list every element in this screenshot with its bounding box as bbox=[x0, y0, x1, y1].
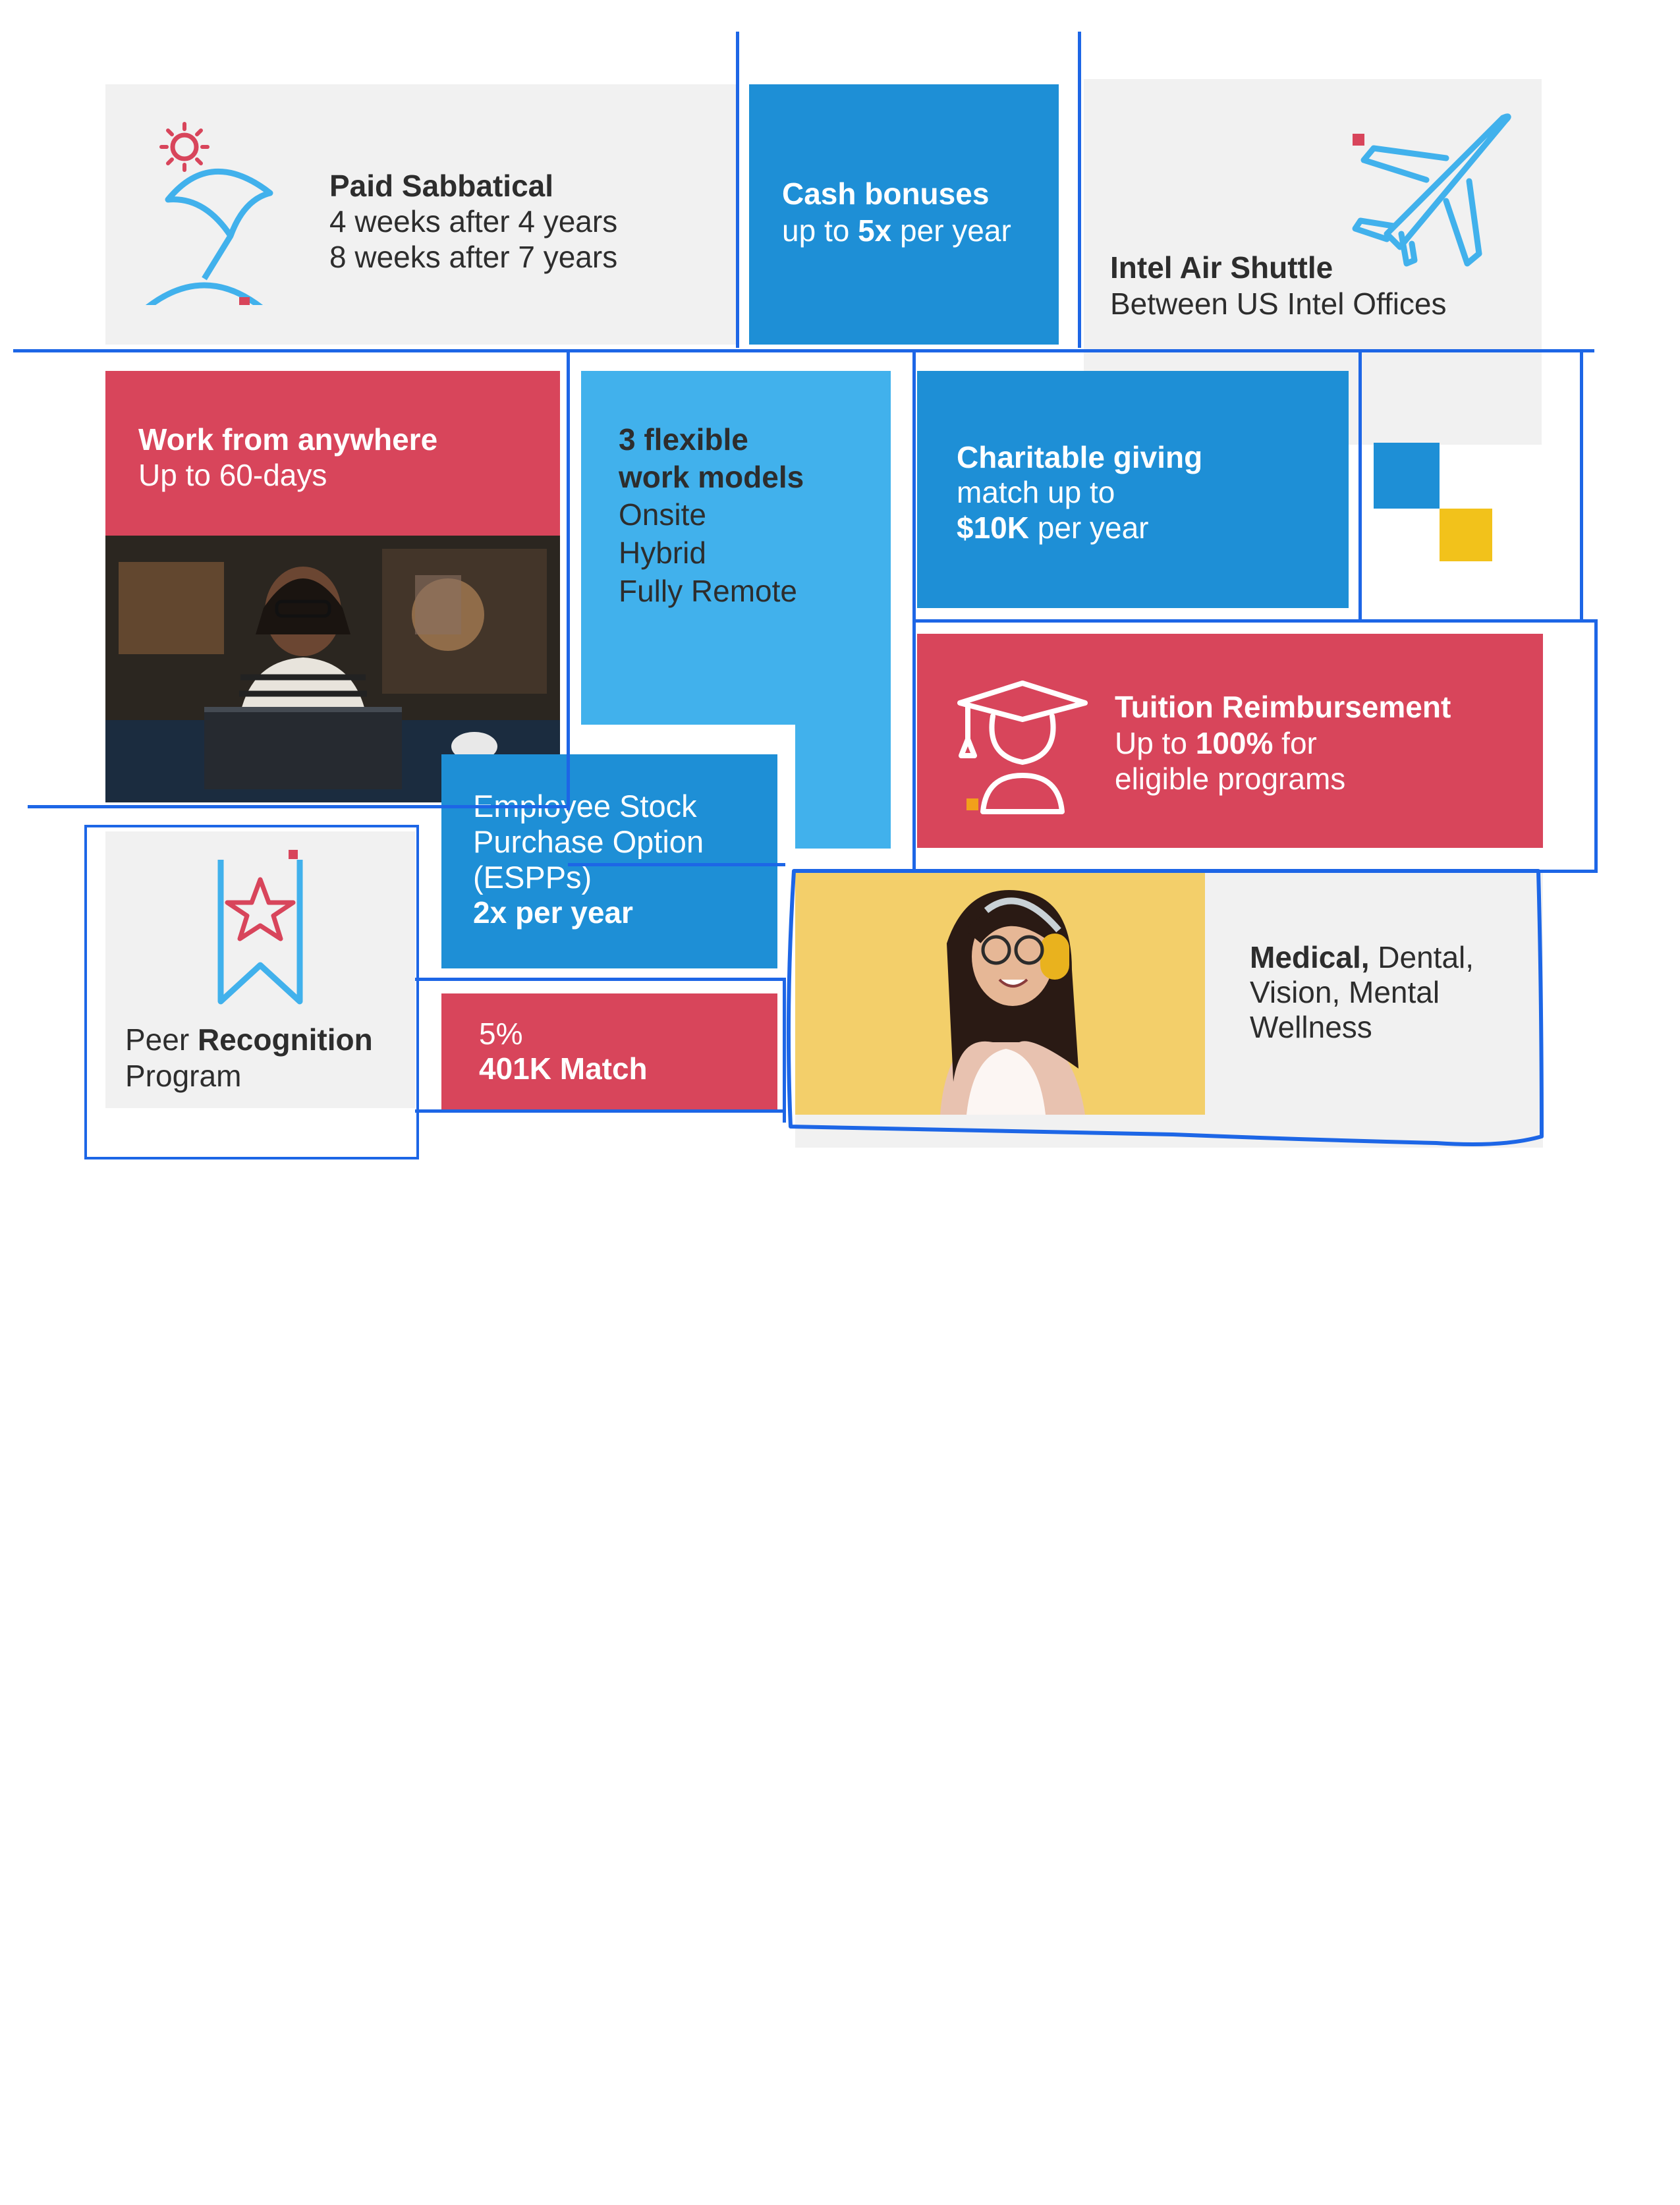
annotation-line bbox=[568, 863, 785, 866]
charitable-line-1: match up to bbox=[957, 475, 1115, 509]
peer-tile: Peer Recognition Program bbox=[105, 831, 415, 1108]
work-model-item: Fully Remote bbox=[619, 574, 797, 608]
graduate-icon bbox=[953, 677, 1092, 815]
charitable-tile: Charitable giving match up to $10K per y… bbox=[917, 371, 1349, 608]
work-models-title-2: work models bbox=[619, 460, 804, 494]
annotation-line bbox=[783, 978, 786, 1123]
cash-bonus-tile: Cash bonuses up to 5x per year bbox=[749, 84, 1059, 345]
work-model-item: Onsite bbox=[619, 497, 706, 532]
peer-bold: Recognition bbox=[197, 1022, 373, 1057]
cash-bonus-suffix: per year bbox=[891, 213, 1011, 248]
cash-bonus-prefix: up to bbox=[782, 213, 858, 248]
annotation-line bbox=[1358, 349, 1362, 619]
air-shuttle-subtitle: Between US Intel Offices bbox=[1110, 287, 1447, 321]
sabbatical-tile: Paid Sabbatical 4 weeks after 4 years 8 … bbox=[105, 84, 738, 345]
peer-line-1: Peer Recognition bbox=[125, 1022, 373, 1057]
annotation-outline bbox=[777, 863, 1548, 1153]
annotation-line bbox=[912, 349, 916, 870]
medical-line-1: Medical, Dental, bbox=[1250, 940, 1474, 975]
annotation-line bbox=[912, 619, 1598, 623]
work-anywhere-tile: Work from anywhere Up to 60-days bbox=[105, 371, 560, 536]
sabbatical-title: Paid Sabbatical bbox=[329, 169, 554, 203]
tuition-suffix: for bbox=[1273, 726, 1317, 760]
annotation-line bbox=[567, 349, 570, 810]
medical-line-2: Vision, Mental bbox=[1250, 975, 1440, 1009]
cash-bonus-title: Cash bonuses bbox=[782, 177, 990, 211]
annotation-box bbox=[84, 825, 419, 1159]
peer-line-2: Program bbox=[125, 1059, 242, 1093]
work-anywhere-title: Work from anywhere bbox=[138, 422, 438, 457]
tuition-bold: 100% bbox=[1195, 726, 1274, 760]
work-models-title-1: 3 flexible bbox=[619, 422, 748, 457]
cash-bonus-bold: 5x bbox=[858, 213, 892, 248]
work-anywhere-subtitle: Up to 60-days bbox=[138, 458, 327, 492]
tuition-line-1: Up to 100% for bbox=[1115, 726, 1317, 761]
medical-line-3: Wellness bbox=[1250, 1010, 1372, 1044]
tuition-tile: Tuition Reimbursement Up to 100% for eli… bbox=[917, 634, 1543, 848]
cash-bonus-detail: up to 5x per year bbox=[782, 213, 1011, 248]
blue-square-decoration bbox=[1374, 443, 1440, 509]
annotation-line bbox=[1594, 619, 1598, 873]
sabbatical-line-1: 4 weeks after 4 years bbox=[329, 204, 618, 238]
match401k-tile: 5% 401K Match bbox=[441, 993, 777, 1112]
charitable-suffix: per year bbox=[1028, 511, 1149, 545]
woman-with-headphones-photo bbox=[795, 871, 1205, 1115]
espp-tile: Employee Stock Purchase Option (ESPPs) 2… bbox=[441, 754, 777, 968]
tuition-prefix: Up to bbox=[1115, 726, 1196, 760]
airplane-icon bbox=[1347, 109, 1519, 267]
peer-prefix: Peer bbox=[125, 1022, 198, 1057]
match401k-percent: 5% bbox=[479, 1017, 523, 1051]
ribbon-star-icon bbox=[211, 850, 310, 1008]
espp-bold: 2x per year bbox=[473, 895, 633, 930]
work-model-item: Hybrid bbox=[619, 536, 706, 570]
medical-bold: Medical, bbox=[1250, 940, 1370, 974]
charitable-bold: $10K bbox=[957, 511, 1029, 545]
annotation-line bbox=[1580, 349, 1583, 619]
tuition-title: Tuition Reimbursement bbox=[1115, 690, 1451, 724]
annotation-line bbox=[415, 978, 784, 981]
yellow-square-decoration bbox=[1440, 509, 1492, 561]
annotation-line bbox=[13, 349, 1594, 352]
espp-line-2: Purchase Option bbox=[473, 824, 704, 859]
charitable-line-2: $10K per year bbox=[957, 511, 1149, 545]
sabbatical-line-2: 8 weeks after 7 years bbox=[329, 240, 618, 274]
annotation-line bbox=[1078, 32, 1081, 348]
annotation-line bbox=[28, 805, 568, 808]
beach-umbrella-icon bbox=[132, 121, 296, 305]
charitable-title: Charitable giving bbox=[957, 440, 1203, 474]
annotation-line bbox=[736, 32, 739, 348]
annotation-line bbox=[415, 1109, 784, 1113]
tuition-line-2: eligible programs bbox=[1115, 762, 1346, 796]
match401k-bold: 401K Match bbox=[479, 1051, 648, 1086]
air-shuttle-tile: Intel Air Shuttle Between US Intel Offic… bbox=[1084, 79, 1542, 445]
medical-rest: Dental, bbox=[1369, 940, 1474, 974]
air-shuttle-title: Intel Air Shuttle bbox=[1110, 250, 1333, 285]
